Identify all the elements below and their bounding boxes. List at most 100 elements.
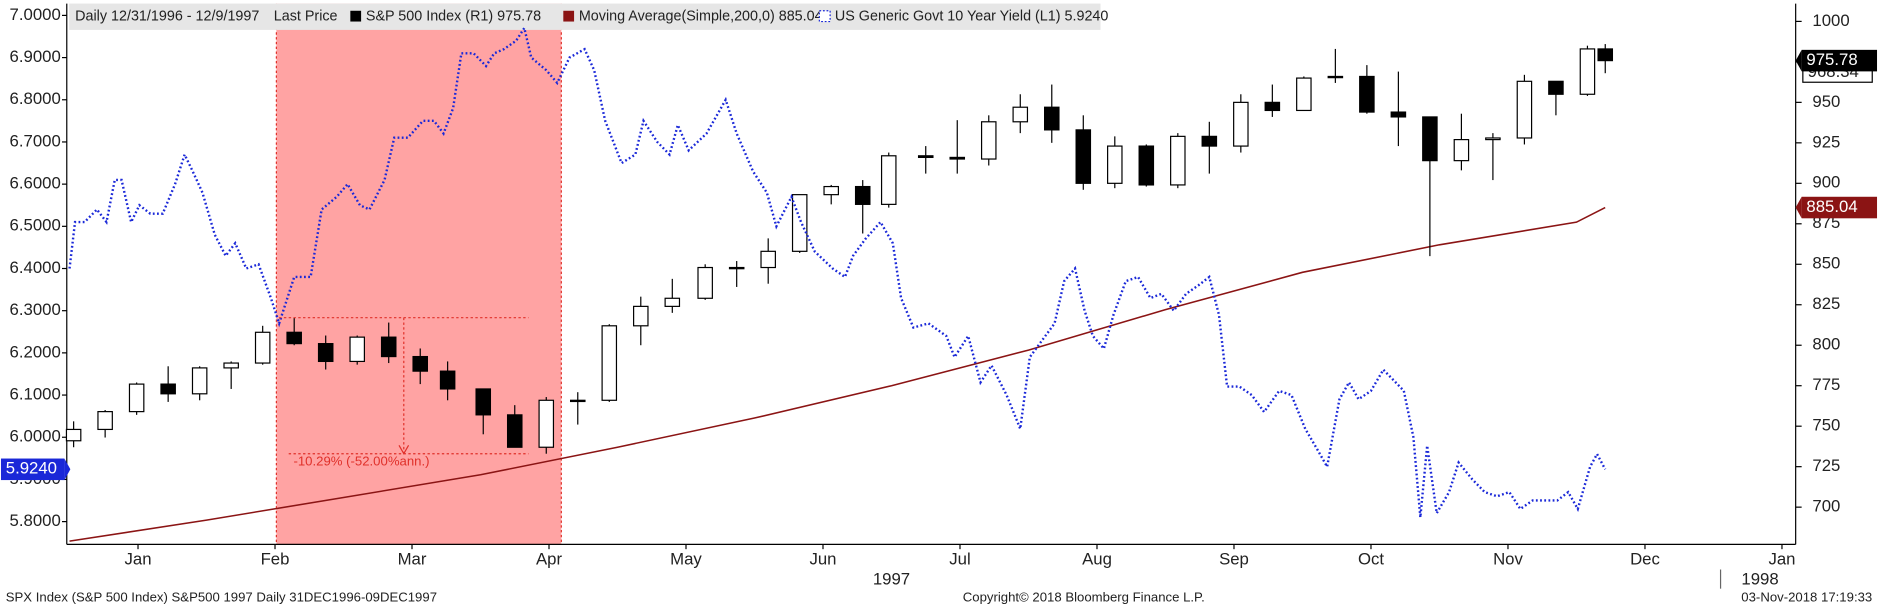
candle-body — [1201, 135, 1218, 147]
x-tick-label: Apr — [536, 549, 562, 568]
legend-swatch — [350, 10, 362, 22]
y2-tick-label: 850 — [1812, 254, 1840, 273]
candle-body — [791, 194, 808, 252]
candle-body — [1107, 145, 1123, 184]
candle-body — [633, 305, 649, 327]
last-price-label: 5.9240 — [6, 459, 57, 478]
y-tick-label: 6.7000 — [10, 131, 61, 150]
candle-body — [1597, 48, 1614, 62]
x-tick-label: Dec — [1630, 549, 1660, 568]
last-price-label: 885.04 — [1806, 197, 1857, 216]
candle-body — [128, 383, 145, 413]
y2-tick-label: 775 — [1812, 375, 1840, 394]
candle-body — [439, 370, 456, 390]
legend-swatch — [818, 10, 831, 23]
y-tick-label: 6.1000 — [10, 384, 61, 403]
legend-swatch — [563, 10, 575, 22]
candle-body — [160, 383, 176, 395]
last-price-label: 975.78 — [1806, 50, 1857, 69]
x-tick-label: Oct — [1358, 549, 1384, 568]
candle-body — [1453, 139, 1470, 162]
candle-body — [191, 367, 208, 395]
candle-body — [1075, 129, 1092, 184]
candle-body — [1579, 48, 1596, 95]
copyright: Copyright© 2018 Bloomberg Finance L.P. — [963, 590, 1205, 605]
candle-body — [254, 331, 271, 364]
price-field: Last Price — [274, 9, 338, 25]
y-tick-label: 6.0000 — [10, 427, 61, 446]
candle-body — [317, 343, 334, 363]
candle-body — [475, 388, 492, 416]
y2-tick-label: 925 — [1812, 132, 1840, 151]
timestamp: 03-Nov-2018 17:19:33 — [1741, 590, 1872, 605]
last-price-pointer — [1795, 49, 1802, 72]
candle-body — [1359, 75, 1375, 113]
legend-label: Moving Average(Simple,200,0) 885.04 — [579, 9, 823, 25]
measure-label: -10.29% (-52.00%ann.) — [293, 454, 429, 469]
last-price-pointer — [1795, 196, 1802, 219]
x-tick-label: Sep — [1219, 549, 1249, 568]
legend-label: US Generic Govt 10 Year Yield (L1) 5.924… — [835, 9, 1109, 25]
y-tick-label: 6.6000 — [10, 174, 61, 193]
last-price-pointer — [64, 458, 71, 481]
candle-body — [223, 362, 239, 369]
footer: SPX Index (S&P 500 Index) S&P500 1997 Da… — [6, 590, 437, 605]
candle-body — [697, 266, 713, 299]
candle-body — [569, 399, 586, 403]
y-tick-label: 6.9000 — [10, 47, 61, 66]
candle-body — [1296, 77, 1312, 112]
candle-body — [1485, 137, 1501, 141]
x-tick-label: Aug — [1082, 549, 1112, 568]
x-tick-label: Mar — [398, 549, 427, 568]
y-tick-label: 6.8000 — [10, 89, 61, 108]
last-price-box — [1801, 196, 1878, 219]
candle-body — [917, 155, 934, 159]
x-tick-label: Jun — [809, 549, 836, 568]
candle-body — [823, 185, 839, 196]
candle-body — [1012, 106, 1029, 123]
candle-body — [949, 156, 966, 160]
y-tick-label: 6.2000 — [10, 342, 61, 361]
candle-body — [1233, 101, 1249, 147]
y2-tick-label: 900 — [1812, 173, 1840, 192]
candle-body — [506, 414, 523, 448]
candle-body — [760, 250, 776, 269]
x-tick-label: Nov — [1493, 549, 1523, 568]
candle-body — [1170, 135, 1186, 186]
y2-tick-label: 725 — [1812, 456, 1840, 475]
candle-body — [601, 325, 618, 401]
candle-body — [854, 185, 871, 205]
y2-tick-label: 700 — [1812, 497, 1840, 516]
x-tick-label: Jan — [125, 549, 152, 568]
candle-body — [1327, 75, 1344, 79]
candle-body — [728, 266, 745, 270]
candle-body — [664, 297, 681, 307]
candle-body — [1390, 111, 1407, 118]
y2-tick-label: 750 — [1812, 416, 1840, 435]
candle-body — [286, 331, 302, 345]
year-label: 1997 — [873, 570, 910, 589]
candle-body — [349, 336, 365, 363]
y2-tick-label: 950 — [1812, 92, 1840, 111]
legend-box — [69, 3, 1101, 30]
y2-tick-label: 825 — [1812, 294, 1840, 313]
last-price-box — [1801, 49, 1878, 72]
y2-tick-label: 800 — [1812, 335, 1840, 354]
y-tick-label: 5.8000 — [10, 511, 61, 530]
x-tick-label: Jan — [1768, 549, 1795, 568]
candle-body — [380, 336, 397, 358]
candle-body — [412, 355, 429, 372]
candle-body — [538, 399, 555, 448]
candle-body — [880, 155, 897, 205]
legend-label: S&P 500 Index (R1) 975.78 — [366, 9, 541, 25]
candle-body — [1516, 80, 1533, 139]
candle-body — [97, 411, 113, 431]
series-line — [69, 206, 1606, 542]
y-tick-label: 7.0000 — [10, 5, 61, 24]
y-tick-label: 6.4000 — [10, 258, 61, 277]
candle-body — [980, 121, 997, 160]
year-label: 1998 — [1741, 570, 1778, 589]
candle-body — [1264, 101, 1281, 112]
y-tick-label: 6.5000 — [10, 216, 61, 235]
